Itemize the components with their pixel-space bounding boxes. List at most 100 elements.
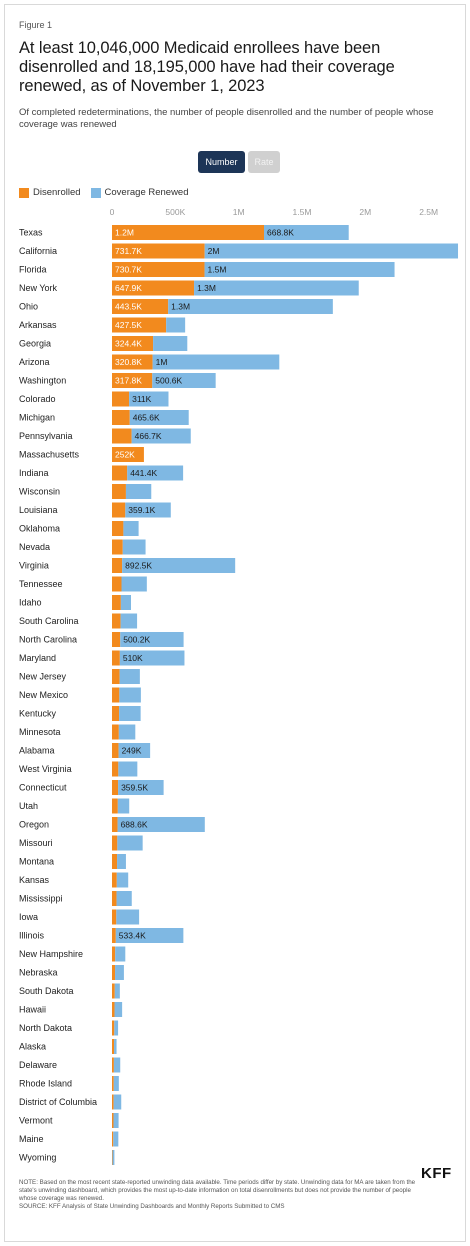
chart-title: At least 10,046,000 Medicaid enrollees h… bbox=[19, 39, 395, 95]
category-label-new-york: New York bbox=[19, 283, 58, 293]
bar-renewed-minnesota bbox=[118, 724, 136, 740]
bar-disenrolled-oklahoma bbox=[112, 521, 124, 536]
data-label-renewed-ohio: 1.3M bbox=[171, 302, 190, 312]
category-label-new-jersey: New Jersey bbox=[19, 672, 67, 682]
chart-subtitle: Of completed redeterminations, the numbe… bbox=[19, 107, 434, 130]
category-label-arizona: Arizona bbox=[19, 357, 50, 367]
bar-renewed-utah bbox=[117, 798, 130, 814]
category-label-indiana: Indiana bbox=[19, 468, 49, 478]
bar-disenrolled-mississippi bbox=[112, 891, 117, 906]
figure-label: Figure 1 bbox=[19, 20, 53, 30]
data-label-disenrolled-ohio: 443.5K bbox=[115, 302, 142, 312]
legend-label-disenrolled: Disenrolled bbox=[33, 187, 81, 198]
bar-renewed-louisiana bbox=[125, 502, 171, 518]
data-label-renewed-new-york: 1.3M bbox=[197, 283, 216, 293]
bar-disenrolled-maryland bbox=[112, 650, 120, 666]
bar-renewed-kansas bbox=[116, 872, 129, 888]
category-label-louisiana: Louisiana bbox=[19, 505, 58, 515]
bar-renewed-georgia bbox=[153, 336, 188, 351]
figure-frame: Figure 1 At least 10,046,000 Medicaid en… bbox=[4, 4, 466, 1242]
bar-renewed-ohio bbox=[168, 299, 333, 314]
data-label-renewed-oregon: 688.6K bbox=[121, 820, 148, 830]
bar-renewed-pennsylvania bbox=[131, 428, 191, 444]
bar-renewed-washington bbox=[152, 373, 216, 388]
category-label-oregon: Oregon bbox=[19, 820, 49, 830]
bar-disenrolled-florida bbox=[112, 262, 205, 277]
bar-renewed-district-of-columbia bbox=[113, 1094, 122, 1110]
data-label-renewed-connecticut: 359.5K bbox=[121, 783, 148, 793]
bar-disenrolled-massachusetts bbox=[112, 447, 144, 462]
bar-disenrolled-nebraska bbox=[112, 965, 116, 980]
category-label-minnesota: Minnesota bbox=[19, 727, 61, 737]
category-label-wisconsin: Wisconsin bbox=[19, 487, 60, 497]
bar-disenrolled-south-carolina bbox=[112, 613, 121, 629]
bar-disenrolled-alaska bbox=[112, 1039, 115, 1054]
category-label-alaska: Alaska bbox=[19, 1042, 46, 1052]
data-label-renewed-california: 2M bbox=[208, 246, 220, 256]
bar-disenrolled-arkansas bbox=[112, 317, 167, 333]
bar-renewed-illinois bbox=[115, 928, 184, 943]
category-label-montana: Montana bbox=[19, 857, 54, 867]
category-label-iowa: Iowa bbox=[19, 912, 38, 922]
bar-renewed-north-dakota bbox=[114, 1020, 119, 1036]
bar-renewed-maine bbox=[113, 1131, 119, 1147]
category-label-nevada: Nevada bbox=[19, 542, 50, 552]
data-label-renewed-virginia: 892.5K bbox=[125, 561, 152, 571]
bar-renewed-texas bbox=[264, 225, 349, 240]
bar-disenrolled-kentucky bbox=[112, 706, 120, 721]
data-label-disenrolled-arizona: 320.8K bbox=[115, 357, 142, 367]
bar-renewed-alaska bbox=[114, 1039, 117, 1054]
bar-disenrolled-delaware bbox=[112, 1057, 114, 1073]
bar-renewed-missouri bbox=[117, 835, 143, 851]
bar-disenrolled-new-hampshire bbox=[112, 946, 116, 962]
bar-renewed-virginia bbox=[122, 558, 236, 573]
bar-renewed-north-carolina bbox=[120, 632, 184, 647]
data-label-renewed-indiana: 441.4K bbox=[130, 468, 157, 478]
x-tick-label-4: 2M bbox=[359, 207, 371, 217]
category-label-delaware: Delaware bbox=[19, 1060, 57, 1070]
bar-disenrolled-oregon bbox=[112, 817, 118, 832]
bar-renewed-kentucky bbox=[119, 706, 141, 721]
category-label-missouri: Missouri bbox=[19, 838, 53, 848]
category-label-colorado: Colorado bbox=[19, 394, 56, 404]
category-label-new-mexico: New Mexico bbox=[19, 690, 68, 700]
category-label-ohio: Ohio bbox=[19, 302, 38, 312]
bar-renewed-new-jersey bbox=[119, 669, 140, 684]
bar-disenrolled-north-carolina bbox=[112, 632, 121, 647]
data-label-renewed-louisiana: 359.1K bbox=[128, 505, 155, 515]
bar-disenrolled-north-dakota bbox=[112, 1020, 115, 1036]
data-label-disenrolled-arkansas: 427.5K bbox=[115, 320, 142, 330]
bar-renewed-montana bbox=[117, 854, 126, 869]
category-label-california: California bbox=[19, 246, 57, 256]
category-label-washington: Washington bbox=[19, 376, 66, 386]
number-toggle-button[interactable]: Number bbox=[198, 151, 245, 173]
bar-renewed-florida bbox=[204, 262, 395, 277]
bar-disenrolled-ohio bbox=[112, 299, 169, 314]
stacked-bar-chart: 0 500K 1M 1.5M 2M 2.5M Texas 1.2M 668.8K Californ… bbox=[19, 207, 459, 1165]
legend-swatch-renewed bbox=[90, 187, 101, 198]
data-label-disenrolled-georgia: 324.4K bbox=[115, 339, 142, 349]
data-label-renewed-texas: 668.8K bbox=[267, 228, 294, 238]
bar-renewed-vermont bbox=[113, 1113, 119, 1128]
legend-label-renewed: Coverage Renewed bbox=[104, 187, 189, 198]
category-label-north-carolina: North Carolina bbox=[19, 635, 77, 645]
data-label-renewed-alabama: 249K bbox=[122, 746, 142, 756]
bar-renewed-colorado bbox=[129, 391, 169, 407]
rate-toggle-button[interactable]: Rate bbox=[248, 151, 280, 173]
bar-disenrolled-california bbox=[112, 243, 205, 259]
bar-renewed-oklahoma bbox=[123, 521, 139, 536]
bar-renewed-tennessee bbox=[121, 576, 147, 592]
category-label-idaho: Idaho bbox=[19, 598, 42, 608]
category-label-nebraska: Nebraska bbox=[19, 968, 58, 978]
x-tick-label-5: 2.5M bbox=[419, 207, 438, 217]
data-label-disenrolled-florida: 730.7K bbox=[115, 265, 142, 275]
category-label-north-dakota: North Dakota bbox=[19, 1023, 72, 1033]
bar-disenrolled-kansas bbox=[112, 872, 117, 888]
bar-renewed-nevada bbox=[122, 539, 146, 555]
bar-renewed-oregon bbox=[117, 817, 205, 832]
data-label-disenrolled-new-york: 647.9K bbox=[115, 283, 142, 293]
category-label-kentucky: Kentucky bbox=[19, 709, 57, 719]
bar-renewed-south-carolina bbox=[120, 613, 138, 629]
data-label-disenrolled-massachusetts: 252K bbox=[115, 450, 135, 460]
category-label-vermont: Vermont bbox=[19, 1116, 53, 1126]
